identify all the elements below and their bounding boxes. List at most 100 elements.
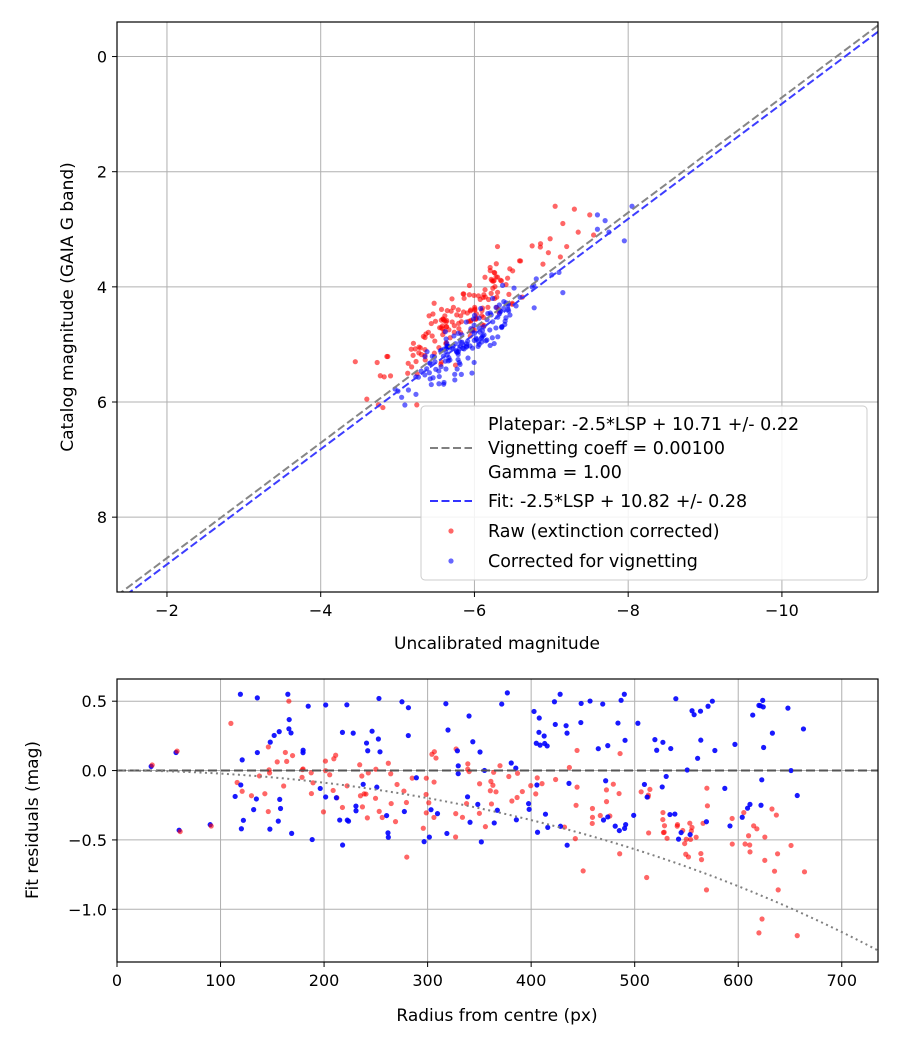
raw-point (545, 250, 551, 256)
corrected-residual-point (337, 817, 343, 823)
calibration-lines (119, 24, 878, 592)
raw-point (494, 289, 501, 295)
raw-point (431, 300, 437, 306)
corrected-residual-point (475, 801, 481, 807)
corrected-point (433, 366, 439, 372)
corrected-residual-point (360, 781, 366, 787)
corrected-residual-point (365, 748, 371, 754)
raw-point (432, 318, 439, 324)
corrected-residual-point (426, 834, 432, 840)
corrected-point (473, 335, 479, 341)
legend-corrected-label: Corrected for vignetting (488, 552, 698, 572)
corrected-residual-point (455, 771, 461, 777)
corrected-residual-point (251, 807, 257, 813)
raw-point (497, 277, 504, 283)
raw-residual-point (646, 830, 652, 836)
raw-residual-point (682, 840, 688, 847)
raw-residual-point (372, 795, 379, 801)
corrected-residual-point (254, 749, 260, 756)
corrected-residual-point (385, 834, 391, 840)
raw-residual-point (703, 887, 710, 893)
raw-residual-point (365, 770, 371, 776)
raw-point (429, 333, 435, 339)
corrected-residual-point (756, 702, 762, 708)
corrected-residual-point (552, 721, 558, 728)
corrected-residual-point (339, 729, 346, 735)
raw-residual-point (379, 814, 385, 821)
raw-point (564, 243, 570, 250)
raw-residual-point (580, 868, 586, 874)
corrected-residual-point (385, 830, 391, 836)
raw-residual-point (364, 815, 370, 821)
raw-point (466, 282, 473, 289)
raw-point (491, 278, 497, 284)
raw-residual-point (453, 834, 459, 840)
raw-residual-point (514, 770, 521, 776)
corrected-residual-point (276, 729, 282, 735)
corrected-point (465, 355, 471, 361)
raw-point (560, 220, 566, 227)
raw-point (428, 320, 434, 327)
raw-residual-point (664, 835, 670, 841)
raw-point (381, 374, 387, 380)
raw-point (420, 333, 427, 340)
corrected-residual-point (739, 814, 745, 820)
corrected-residual-point (267, 826, 273, 832)
corrected-residual-point (761, 744, 767, 751)
raw-residual-point (482, 824, 489, 830)
corrected-point (503, 315, 509, 321)
corrected-residual-point (384, 812, 390, 819)
residuals-xtick-label: 700 (826, 971, 857, 990)
raw-residual-point (423, 791, 429, 798)
corrected-residual-point (339, 842, 346, 848)
corrected-residual-point (350, 730, 356, 736)
raw-residual-point (490, 782, 496, 788)
raw-point (461, 291, 467, 297)
raw-residual-point (289, 752, 296, 759)
raw-point (492, 270, 498, 276)
corrected-residual-point (317, 785, 323, 792)
raw-residual-point (528, 783, 534, 789)
corrected-residual-point (232, 793, 238, 800)
corrected-point (445, 358, 451, 364)
corrected-point (489, 295, 496, 301)
raw-residual-point (322, 758, 329, 764)
corrected-residual-point (526, 806, 532, 812)
corrected-residual-point (600, 701, 606, 707)
raw-residual-point (459, 814, 466, 820)
raw-residual-point (754, 826, 760, 832)
corrected-point (490, 319, 496, 325)
raw-residual-point (262, 791, 268, 797)
raw-point (590, 232, 597, 238)
raw-point (547, 236, 553, 242)
raw-point (387, 373, 394, 379)
raw-residual-point (729, 815, 735, 822)
raw-residual-point (284, 758, 290, 764)
raw-residual-point (327, 772, 333, 778)
raw-point (506, 291, 512, 297)
raw-point (384, 353, 390, 360)
raw-residual-point (759, 916, 765, 922)
corrected-residual-point (277, 805, 284, 812)
raw-residual-point (361, 791, 367, 797)
raw-point (455, 307, 461, 313)
corrected-residual-point (667, 811, 673, 818)
corrected-residual-point (374, 784, 380, 790)
corrected-residual-point (285, 691, 291, 697)
corrected-residual-point (344, 702, 350, 708)
raw-residual-point (320, 809, 327, 815)
residuals-xtick-label: 0 (112, 971, 122, 990)
raw-point (587, 212, 593, 218)
corrected-point (441, 379, 447, 386)
legend-platepar-line2: Vignetting coeff = 0.00100 (488, 439, 725, 459)
corrected-residual-point (612, 823, 618, 829)
raw-residual-point (762, 857, 768, 863)
raw-residual-point (589, 805, 596, 812)
raw-point (449, 319, 455, 325)
corrected-point (621, 238, 627, 244)
raw-point (380, 404, 386, 411)
corrected-residual-point (750, 712, 756, 718)
raw-residual-point (638, 789, 644, 795)
raw-point (477, 296, 483, 302)
raw-point (443, 319, 449, 325)
